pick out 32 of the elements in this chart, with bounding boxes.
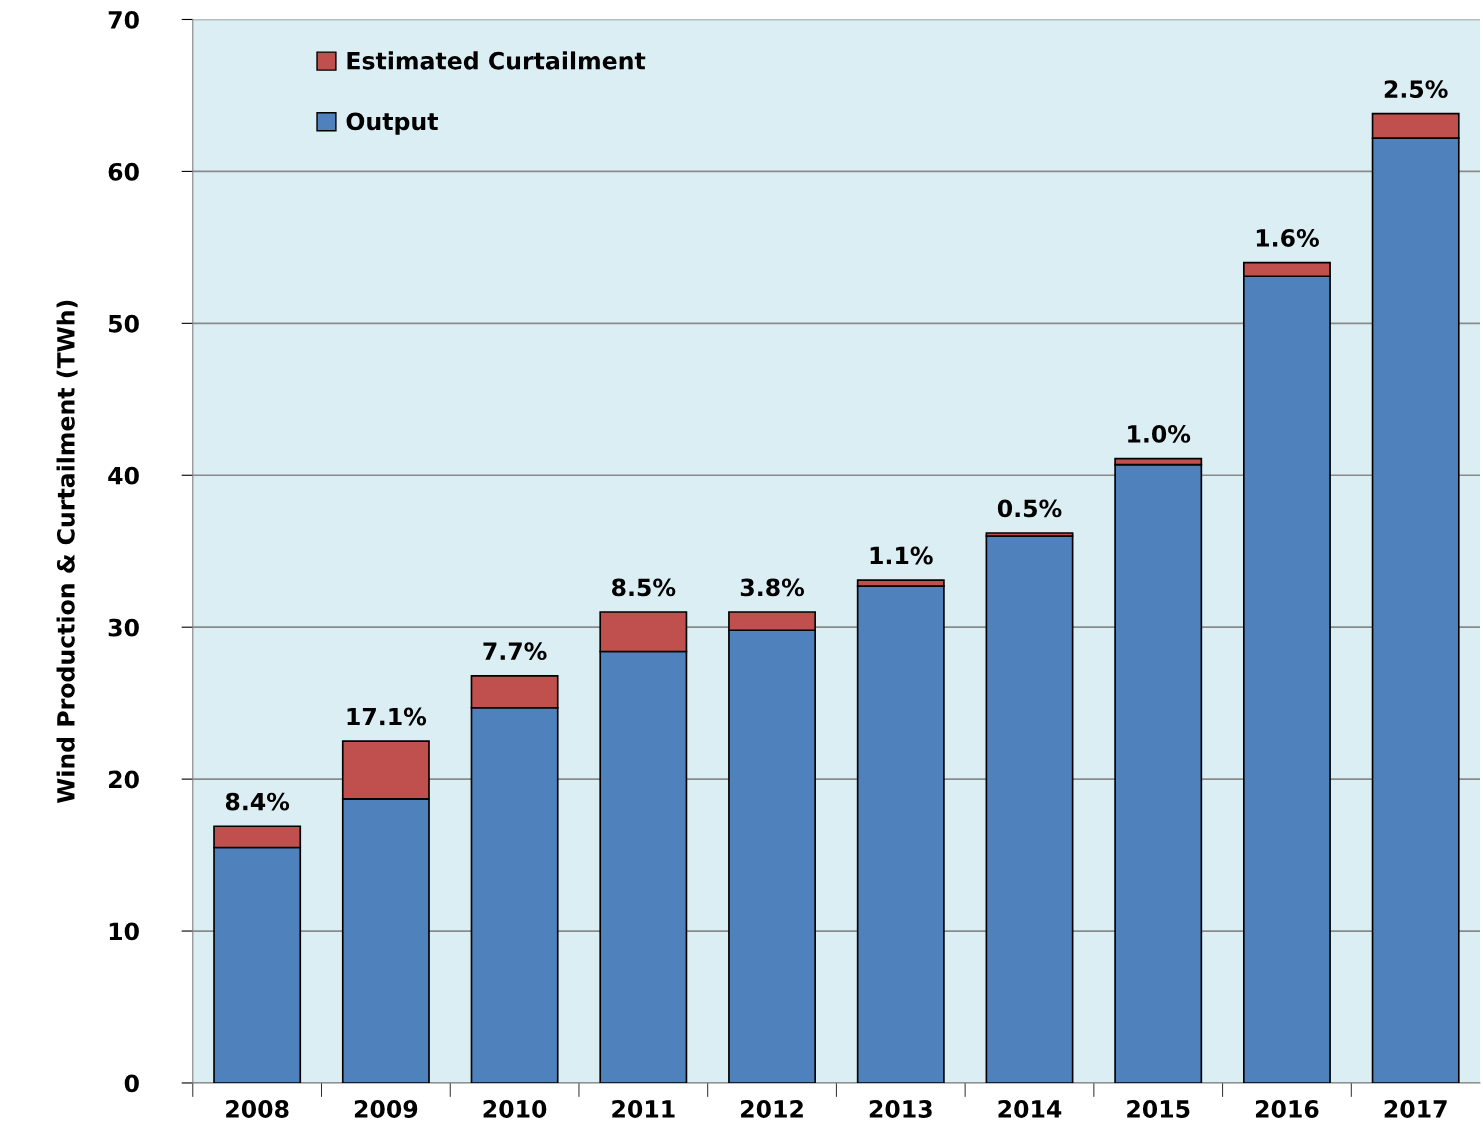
annotation: 1.0% bbox=[1128, 425, 1191, 443]
x-tick-label: 2016 bbox=[1255, 1100, 1319, 1118]
y-tick-label: 10 bbox=[109, 922, 139, 941]
bar bbox=[985, 535, 1074, 1083]
annotation: 1.1% bbox=[870, 546, 933, 565]
y-tick-label: 70 bbox=[108, 10, 139, 29]
x-tick-label: 2010 bbox=[483, 1100, 547, 1118]
y-tick-label: 60 bbox=[108, 162, 139, 181]
x-tick-label: 2017 bbox=[1384, 1100, 1447, 1118]
x-tick-label: 2009 bbox=[354, 1100, 418, 1118]
annotation: 8.4% bbox=[225, 792, 290, 811]
legend-label: Output bbox=[346, 112, 438, 135]
y-tick-label: 40 bbox=[108, 466, 139, 485]
y-tick-label: 20 bbox=[109, 770, 139, 789]
y-tick-label: 50 bbox=[108, 314, 139, 333]
annotation: 2.5% bbox=[1384, 80, 1448, 98]
annotation: 0.5% bbox=[997, 499, 1062, 518]
x-tick-label: 2015 bbox=[1127, 1100, 1190, 1118]
x-tick-label: 2008 bbox=[226, 1100, 289, 1118]
x-tick-label: 2014 bbox=[998, 1100, 1062, 1118]
x-tick-label: 2012 bbox=[741, 1100, 803, 1118]
annotation: 17.1% bbox=[347, 707, 427, 726]
x-tick-label: 2013 bbox=[869, 1100, 932, 1118]
y-tick-label: 0 bbox=[124, 1074, 139, 1093]
y-axis-title: Wind Production & Curtailment (TWh) bbox=[56, 300, 78, 804]
annotation: 1.6% bbox=[1256, 229, 1319, 247]
annotation: 8.5% bbox=[612, 578, 676, 597]
annotation: 3.8% bbox=[740, 578, 805, 597]
x-tick-label: 2011 bbox=[612, 1100, 675, 1118]
legend-label: Estimated Curtailment bbox=[347, 51, 646, 70]
annotation: 7.7% bbox=[483, 642, 547, 661]
y-tick-label: 30 bbox=[108, 618, 139, 637]
